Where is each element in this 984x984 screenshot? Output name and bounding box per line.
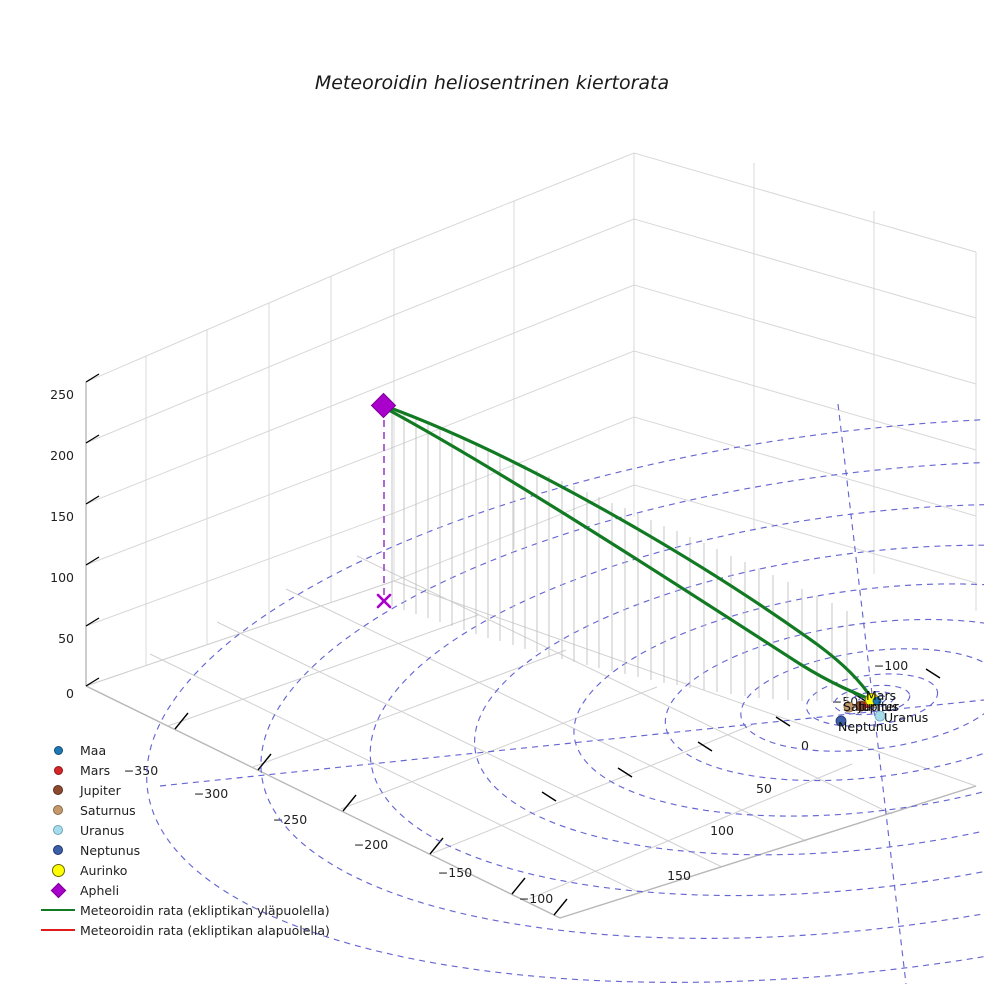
- legend-item[interactable]: Saturnus: [36, 800, 366, 820]
- pane-grid-left: [85, 248, 395, 687]
- trajectory-stems: [391, 409, 848, 702]
- z-axis-ticks: 250 200 150 100 50 0: [50, 373, 100, 701]
- legend-marker-saturnus: [36, 805, 80, 815]
- y-tick-label: 50: [756, 781, 772, 796]
- legend-label: Uranus: [80, 822, 125, 838]
- legend-item[interactable]: Uranus: [36, 820, 366, 840]
- y-axis-ticks: −100 −50 0 50 100 150: [541, 658, 941, 883]
- planet-label-uranus: Uranus: [884, 710, 928, 725]
- z-tick-label: 0: [66, 686, 74, 701]
- legend-item[interactable]: Neptunus: [36, 840, 366, 860]
- body-maa: [872, 696, 882, 706]
- planet-label-neptunus: Neptunus: [838, 719, 898, 734]
- x-tick-label: −250: [273, 812, 307, 827]
- legend-item[interactable]: Meteoroidin rata (ekliptikan yläpuolella…: [36, 900, 366, 920]
- legend-marker-mars: [36, 765, 80, 775]
- aphelion-group: [370, 392, 397, 609]
- planet-orbits: [146, 403, 984, 984]
- body-saturnus: [843, 701, 855, 713]
- legend-label: Meteoroidin rata (ekliptikan alapuolella…: [80, 922, 330, 938]
- legend-label: Apheli: [80, 882, 120, 898]
- body-neptunus: [835, 715, 847, 727]
- z-tick-label: 50: [58, 631, 74, 646]
- y-tick-label: 0: [801, 738, 809, 753]
- z-tick-label: 150: [50, 509, 74, 524]
- orbit-saturnus: [805, 673, 939, 727]
- legend-line-above: [36, 909, 80, 911]
- legend-label: Maa: [80, 742, 107, 758]
- axis-spines: [85, 382, 977, 919]
- z-tick-label: 200: [50, 448, 74, 463]
- planet-label-saturnus: Saturnus: [843, 699, 899, 714]
- legend-marker-maa: [36, 745, 80, 755]
- legend-item[interactable]: Jupiter: [36, 780, 366, 800]
- pane-grid-back: [393, 152, 977, 611]
- x-tick-label: −100: [519, 891, 553, 906]
- trajectory-branch-inbound: [383, 406, 874, 702]
- body-uranus: [874, 710, 886, 722]
- meteoroid-trajectory-above: [383, 404, 874, 702]
- legend-label: Neptunus: [80, 842, 141, 858]
- legend-item[interactable]: Meteoroidin rata (ekliptikan alapuolella…: [36, 920, 366, 940]
- orbit-outer-5: [146, 417, 984, 983]
- z-tick-label: 100: [50, 570, 74, 585]
- orbit-uranus: [740, 648, 984, 752]
- legend-item[interactable]: Apheli: [36, 880, 366, 900]
- legend-item[interactable]: Maa: [36, 740, 366, 760]
- y-axis-spine: [559, 785, 977, 919]
- x-axis-spine: [85, 685, 561, 919]
- legend-item[interactable]: Mars: [36, 760, 366, 780]
- y-tick-label: 150: [667, 868, 691, 883]
- legend-marker-aurinko: [36, 863, 80, 877]
- z-tick-label: 250: [50, 387, 74, 402]
- aphelion-projection-marker: [376, 593, 392, 609]
- y-tick-label: −100: [874, 658, 908, 673]
- legend-label: Mars: [80, 762, 111, 778]
- x-axis-ticks: −350 −300 −250 −200 −150 −100: [124, 712, 568, 916]
- aphelion-marker: [370, 392, 397, 419]
- legend-marker-apheli: [36, 882, 80, 898]
- legend-line-below: [36, 929, 80, 931]
- legend-label: Aurinko: [80, 862, 128, 878]
- x-tick-label: −350: [124, 763, 158, 778]
- x-tick-label: −150: [438, 865, 472, 880]
- planet-label-jupiter: Jupiter: [857, 699, 900, 714]
- orbit-jupiter: [833, 684, 911, 716]
- legend-item[interactable]: Aurinko: [36, 860, 366, 880]
- solar-system-bodies: [835, 693, 886, 727]
- legend-marker-neptunus: [36, 845, 80, 855]
- x-tick-label: −300: [194, 786, 228, 801]
- planet-label-mars: Mars: [866, 688, 896, 703]
- x-tick-label: −200: [354, 837, 388, 852]
- page-title: Meteoroidin heliosentrinen kiertorata: [314, 72, 670, 94]
- orbit-outer-4: [260, 461, 984, 939]
- y-tick-label: 100: [710, 823, 734, 838]
- legend-marker-jupiter: [36, 785, 80, 795]
- legend-label: Saturnus: [80, 802, 136, 818]
- legend-marker-uranus: [36, 825, 80, 835]
- trajectory-branch-outbound: [383, 404, 874, 701]
- chart-legend: Maa Mars Jupiter Saturnus Uranus: [36, 740, 366, 940]
- planet-name-labels: Mars Saturnus Jupiter Uranus Neptunus: [838, 688, 928, 734]
- legend-label: Jupiter: [80, 782, 121, 798]
- axes-3d: 250 200 150 100 50 0: [50, 152, 984, 984]
- legend-label: Meteoroidin rata (ekliptikan yläpuolella…: [80, 902, 330, 918]
